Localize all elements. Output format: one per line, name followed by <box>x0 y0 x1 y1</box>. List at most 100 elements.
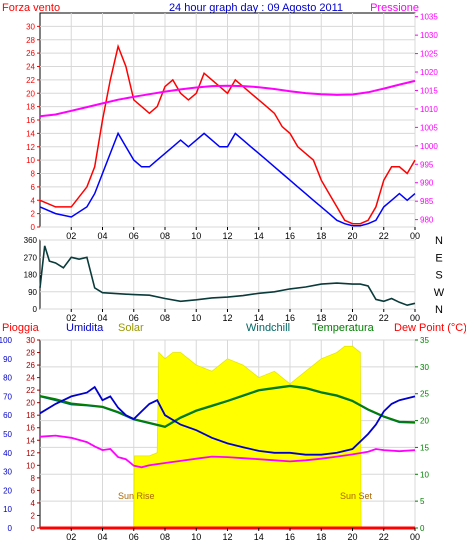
humidity-axis-tick-label: 100 <box>0 336 13 345</box>
pressure-series-line <box>39 79 416 118</box>
temp-axis-tick-label: 30 <box>420 363 429 372</box>
axes-layer: 02 04 06 08 10 12 14 16 18 20 22 000246810121416182… <box>0 13 445 542</box>
pressure-axis-tick-label: 1035 <box>420 13 438 22</box>
x-tick-label-p2: 04 <box>97 313 107 323</box>
x-tick-label-p3: 04 <box>97 532 107 542</box>
pressure-axis-tick-label: 1005 <box>420 123 438 132</box>
sun-rise-label: Sun Rise <box>118 491 155 501</box>
solar-axis-tick-label: 30 <box>26 336 35 345</box>
x-tick-label-p2: 20 <box>347 313 357 323</box>
solar-axis-tick-label: 22 <box>26 386 35 395</box>
direction-tick-label: 180 <box>24 271 38 280</box>
compass-label: N <box>435 235 443 247</box>
temp-axis-tick-label: 10 <box>420 470 429 479</box>
direction-tick-label: 270 <box>24 253 38 262</box>
temp-axis-tick-label: 15 <box>420 443 429 452</box>
wind-axis-tick-label: 26 <box>26 49 35 58</box>
x-tick-label-p3: 18 <box>316 532 326 542</box>
wind-speed-series-line <box>39 43 416 225</box>
solar-axis-tick-label: 12 <box>26 449 35 458</box>
solar-axis-tick-label: 20 <box>26 399 35 408</box>
temp-axis-tick-label: 35 <box>420 336 429 345</box>
x-tick-label-p3: 10 <box>191 532 201 542</box>
x-tick-label-p3: 02 <box>66 532 76 542</box>
wind-direction-series-line <box>39 245 416 307</box>
temp-axis-tick-label: 0 <box>420 524 425 533</box>
chart-title: 24 hour graph day : 09 Agosto 2011 <box>169 2 343 14</box>
wind-axis-tick-label: 16 <box>26 116 35 125</box>
wind-axis-tick-label: 18 <box>26 103 35 112</box>
x-tick-label-p3: 20 <box>347 532 357 542</box>
x-tick-label-p2: 16 <box>285 313 295 323</box>
humidity-axis-tick-label: 10 <box>3 505 12 514</box>
x-tick-label-p1: 18 <box>316 231 326 241</box>
temp-axis-tick-label: 25 <box>420 390 429 399</box>
solar-axis-tick-label: 14 <box>26 436 35 445</box>
pressure-axis-tick-label: 1025 <box>420 50 438 59</box>
x-tick-label-p3: 08 <box>160 532 170 542</box>
solar-axis-tick-label: 2 <box>31 511 36 520</box>
wind-axis-tick-label: 14 <box>26 129 35 138</box>
compass-label: W <box>434 287 445 299</box>
legend-rain: Pioggia <box>2 322 40 334</box>
humidity-axis-tick-label: 70 <box>3 392 12 401</box>
x-tick-label-p3: 06 <box>129 532 139 542</box>
pressure-axis-tick-label: 1015 <box>420 86 438 95</box>
x-tick-label-p3: 00 <box>410 532 420 542</box>
x-tick-label-p2: 02 <box>66 313 76 323</box>
humidity-axis-tick-label: 50 <box>3 430 12 439</box>
humidity-axis-tick-label: 80 <box>3 374 12 383</box>
temp-axis-tick-label: 5 <box>420 497 425 506</box>
humidity-axis-tick-label: 60 <box>3 411 12 420</box>
pressure-axis-tick-label: 1000 <box>420 142 438 151</box>
legend-solar: Solar <box>118 322 144 334</box>
wind-axis-tick-label: 22 <box>26 76 35 85</box>
x-tick-label-p1: 20 <box>347 231 357 241</box>
legend-dewpoint: Dew Point (°C) <box>394 322 466 334</box>
x-tick-label-p2: 12 <box>222 313 232 323</box>
wind-axis-tick-label: 12 <box>26 143 35 152</box>
x-tick-label-p1: 12 <box>222 231 232 241</box>
solar-axis-tick-label: 16 <box>26 424 35 433</box>
pressure-axis-tick-label: 1030 <box>420 31 438 40</box>
x-tick-label-p3: 14 <box>254 532 264 542</box>
pressure-axis-tick-label: 1010 <box>420 105 438 114</box>
pressure-axis-tick-label: 990 <box>420 179 434 188</box>
x-tick-label-p3: 22 <box>379 532 389 542</box>
legend-windchill: Windchill <box>246 322 290 334</box>
compass-label: S <box>435 270 442 282</box>
x-tick-label-p3: 12 <box>222 532 232 542</box>
pressure-axis-tick-label: 1020 <box>420 68 438 77</box>
sun-set-label: Sun Set <box>340 491 373 501</box>
solar-axis-tick-label: 10 <box>26 461 35 470</box>
solar-axis-tick-label: 24 <box>26 374 35 383</box>
wind-axis-tick-label: 30 <box>26 22 35 31</box>
humidity-axis-tick-label: 0 <box>8 524 13 533</box>
direction-tick-label: 360 <box>24 236 38 245</box>
x-tick-label-p2: 22 <box>379 313 389 323</box>
x-tick-label-p1: 04 <box>97 231 107 241</box>
solar-axis-tick-label: 0 <box>31 524 36 533</box>
compass-label: E <box>435 252 442 264</box>
x-tick-label-p3: 16 <box>285 532 295 542</box>
solar-axis-tick-label: 6 <box>31 486 36 495</box>
pressure-axis-tick-label: 980 <box>420 216 434 225</box>
x-tick-label-p2: 00 <box>410 313 420 323</box>
compass-label: N <box>435 304 443 316</box>
wind-axis-tick-label: 10 <box>26 156 35 165</box>
wind-speed-title: Forza vento <box>2 2 60 14</box>
x-tick-label-p1: 08 <box>160 231 170 241</box>
x-tick-label-p1: 00 <box>410 231 420 241</box>
wind-axis-tick-label: 24 <box>26 63 35 72</box>
legend-humidity: Umidita <box>66 322 104 334</box>
x-tick-label-p1: 10 <box>191 231 201 241</box>
pressure-title: Pressione <box>370 2 419 14</box>
wind-axis-tick-label: 8 <box>31 170 36 179</box>
dewpoint-series-line <box>39 434 416 469</box>
wind-axis-tick-label: 4 <box>31 196 36 205</box>
x-tick-label-p1: 02 <box>66 231 76 241</box>
temp-axis-tick-label: 20 <box>420 417 429 426</box>
solar-axis-tick-label: 18 <box>26 411 35 420</box>
